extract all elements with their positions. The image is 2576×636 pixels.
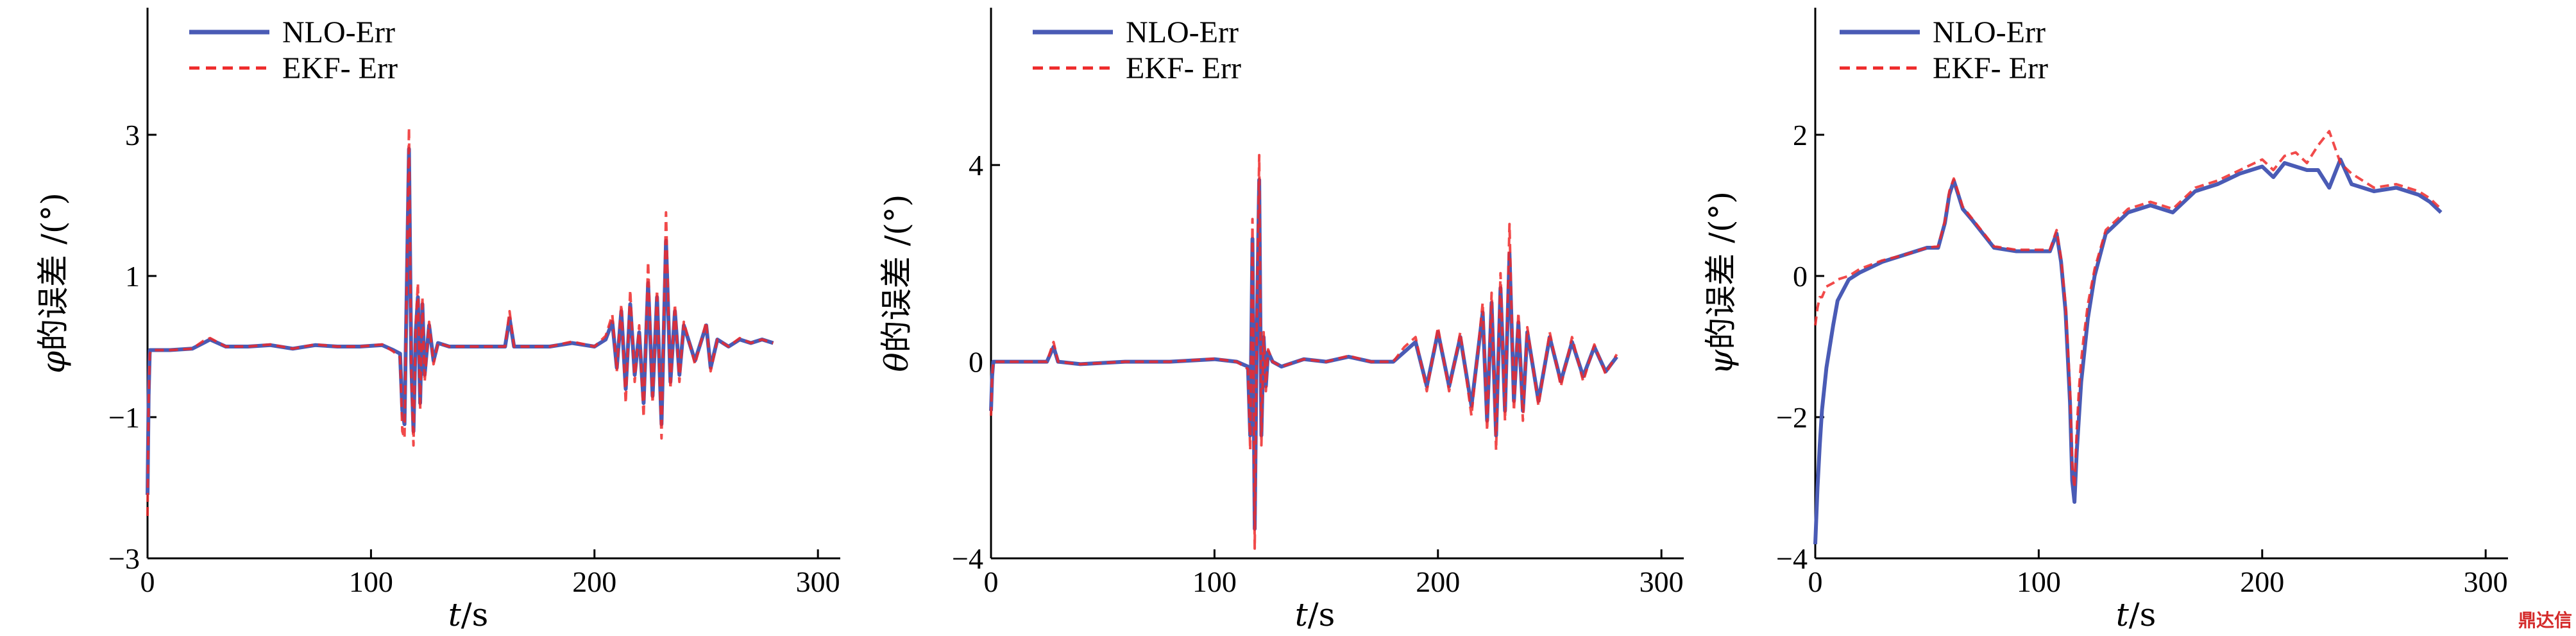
chart-panel-phi: 0 100 200 300 −3 −1 1 3 NLO-Err EKF- Err φ的误差 /…	[35, 8, 840, 633]
ticks: 0 100 200 300 −3 −1 1 3	[108, 119, 840, 598]
plot-area	[989, 153, 1618, 550]
series-line-nlo	[989, 178, 1618, 531]
y-axis-title: ψ的误差 /(°)	[1702, 191, 1740, 375]
y-tick-label: −1	[108, 401, 140, 434]
x-tick-label: 100	[1192, 565, 1237, 598]
legend-label-ekf: EKF- Err	[1126, 51, 1241, 85]
y-tick-label: 0	[969, 346, 983, 379]
chart-panel-psi: 0 100 200 300 −4 −2 0 2 NLO-Err EKF- Err ψ的误差 /…	[1702, 8, 2508, 633]
x-tick-label: 300	[2464, 565, 2508, 598]
x-tick-label: 100	[349, 565, 393, 598]
x-tick-label: 0	[1808, 565, 1823, 598]
legend: NLO-Err EKF- Err	[1033, 15, 1241, 85]
y-axis-title: φ的误差 /(°)	[35, 193, 72, 374]
watermark-logo: 鼎达信	[2518, 610, 2572, 631]
y-axis-title-rest: 的误差 /(°)	[35, 193, 72, 351]
series-line-ekf	[1814, 130, 2442, 489]
x-axis-title: t/s	[448, 596, 489, 633]
x-tick-label: 0	[984, 565, 999, 598]
y-tick-label: −4	[952, 542, 983, 575]
y-tick-label: 3	[125, 119, 140, 151]
legend: NLO-Err EKF- Err	[189, 15, 398, 85]
chart-panel-theta: 0 100 200 300−404 NLO-Err EKF- Err θ的误差 /(°…	[878, 8, 1684, 633]
y-tick-label: 2	[1793, 119, 1808, 151]
series-line-ekf	[146, 126, 774, 517]
plot-area	[1813, 130, 2443, 545]
y-tick-label: 0	[1793, 260, 1808, 293]
y-tick-label: 1	[125, 260, 140, 293]
ticks: 0 100 200 300 −4 −2 0 2	[1776, 119, 2508, 598]
x-tick-label: 200	[1416, 565, 1460, 598]
legend-label-nlo: NLO-Err	[1933, 15, 2046, 49]
y-tick-label: 4	[969, 149, 983, 182]
series-line-nlo	[146, 147, 774, 495]
x-tick-label: 100	[2017, 565, 2061, 598]
y-tick-label: −2	[1776, 401, 1808, 434]
y-tick-label: −4	[1776, 542, 1808, 575]
x-tick-label: 300	[1640, 565, 1684, 598]
series-line-nlo	[1813, 157, 2443, 545]
legend: NLO-Err EKF- Err	[1840, 15, 2048, 85]
x-axis-title: t/s	[1295, 596, 1335, 633]
plot-area	[146, 126, 774, 517]
legend-label-nlo: NLO-Err	[282, 15, 395, 49]
legend-label-ekf: EKF- Err	[1933, 51, 2048, 85]
x-tick-label: 200	[572, 565, 616, 598]
y-tick-label: −3	[108, 542, 140, 575]
y-axis-title: θ的误差 /(°)	[878, 194, 915, 372]
legend-label-ekf: EKF- Err	[282, 51, 398, 85]
legend-label-nlo: NLO-Err	[1126, 15, 1239, 49]
x-tick-label: 200	[2240, 565, 2284, 598]
series-line-ekf	[990, 153, 1618, 550]
x-axis-title: t/s	[2116, 596, 2157, 633]
x-tick-label: 0	[140, 565, 155, 598]
ticks: 0 100 200 300−404	[952, 149, 1684, 598]
x-tick-label: 300	[796, 565, 840, 598]
